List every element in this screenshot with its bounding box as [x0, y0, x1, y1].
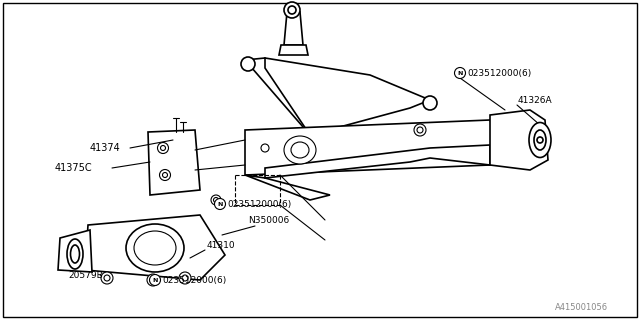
Circle shape — [414, 124, 426, 136]
Circle shape — [159, 170, 170, 180]
Circle shape — [454, 68, 465, 78]
Text: N: N — [152, 277, 157, 283]
Circle shape — [150, 277, 156, 283]
Ellipse shape — [70, 245, 79, 263]
Ellipse shape — [134, 231, 176, 265]
Circle shape — [150, 275, 161, 285]
Text: 023512000(6): 023512000(6) — [467, 68, 531, 77]
Circle shape — [161, 146, 166, 150]
Polygon shape — [265, 145, 490, 178]
Circle shape — [261, 144, 269, 152]
Polygon shape — [284, 12, 303, 45]
Text: N: N — [458, 70, 463, 76]
Text: 023512000(6): 023512000(6) — [227, 199, 291, 209]
Circle shape — [163, 172, 168, 178]
Ellipse shape — [291, 142, 309, 158]
Polygon shape — [58, 230, 92, 272]
Circle shape — [214, 197, 218, 203]
Polygon shape — [245, 58, 330, 135]
Circle shape — [241, 57, 255, 71]
Circle shape — [101, 272, 113, 284]
Text: N350006: N350006 — [248, 215, 289, 225]
Circle shape — [423, 96, 437, 110]
Ellipse shape — [529, 123, 551, 157]
Text: N: N — [218, 202, 223, 206]
Text: A415001056: A415001056 — [555, 303, 608, 313]
Polygon shape — [148, 130, 200, 195]
Polygon shape — [265, 58, 430, 135]
Text: 41326A: 41326A — [518, 95, 552, 105]
Text: 41375C: 41375C — [55, 163, 93, 173]
Ellipse shape — [534, 130, 546, 150]
Circle shape — [537, 137, 543, 143]
Polygon shape — [279, 45, 308, 55]
Polygon shape — [490, 110, 548, 170]
Circle shape — [157, 142, 168, 154]
Circle shape — [104, 275, 110, 281]
Ellipse shape — [126, 224, 184, 272]
Circle shape — [214, 198, 225, 210]
Circle shape — [147, 274, 159, 286]
Circle shape — [179, 272, 191, 284]
Circle shape — [182, 275, 188, 281]
Ellipse shape — [284, 136, 316, 164]
Circle shape — [288, 6, 296, 14]
Circle shape — [284, 2, 300, 18]
Text: 20579B: 20579B — [68, 270, 103, 279]
Polygon shape — [245, 175, 330, 200]
Ellipse shape — [67, 239, 83, 269]
Text: 023512000(6): 023512000(6) — [162, 276, 227, 284]
Circle shape — [417, 127, 423, 133]
Text: 41310: 41310 — [207, 241, 236, 250]
Circle shape — [211, 195, 221, 205]
Polygon shape — [245, 120, 500, 175]
Text: 41374: 41374 — [90, 143, 121, 153]
Polygon shape — [85, 215, 225, 280]
